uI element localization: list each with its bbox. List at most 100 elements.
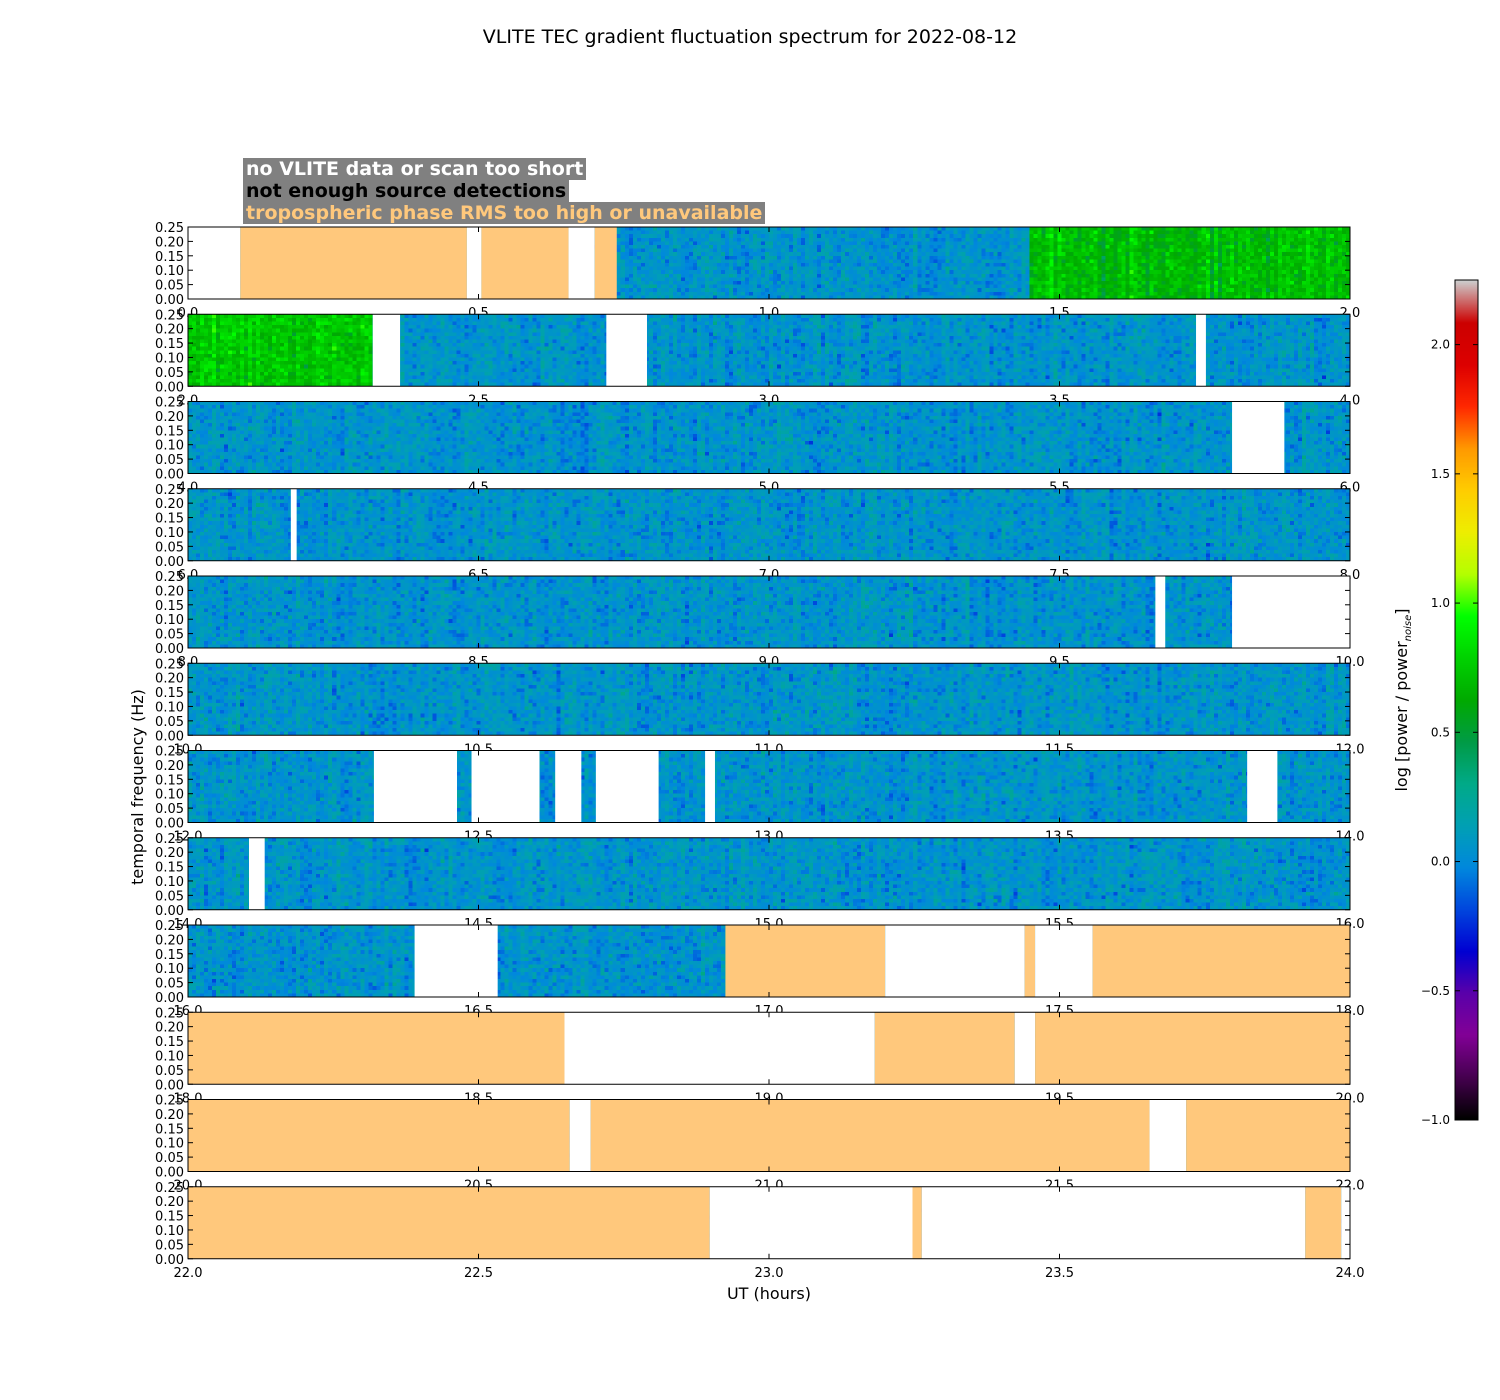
y-tick-label: 0.10 — [155, 1137, 184, 1152]
y-tick-label: 0.20 — [155, 1021, 184, 1036]
y-tick-label: 0.10 — [155, 613, 184, 628]
masked-interval-no-data — [606, 314, 647, 387]
panel-3: 0.000.050.100.150.200.256.0 6.5 7.0 7.5 8.0 — [155, 483, 1360, 583]
colorbar-tick-label: −0.5 — [1421, 984, 1450, 998]
masked-interval-no-data — [188, 227, 241, 299]
y-tick-label: 0.10 — [155, 1049, 184, 1064]
colorbar-tick-label: 0.0 — [1431, 855, 1450, 869]
masked-interval-tropo — [1024, 925, 1036, 997]
colorbar-label-subscript: noise — [1403, 615, 1414, 642]
masked-interval-no-data — [1232, 401, 1285, 474]
x-tick-label: 22.5 — [464, 1266, 493, 1281]
legend-entry-few-detections: not enough source detections — [243, 180, 570, 202]
y-tick-label: 0.05 — [155, 540, 184, 555]
y-tick-label: 0.05 — [155, 366, 184, 381]
y-tick-label: 0.20 — [155, 672, 184, 687]
masked-interval-tropo — [1305, 1186, 1342, 1259]
masked-interval-no-data — [471, 750, 540, 823]
y-tick-label: 0.15 — [155, 1210, 184, 1225]
panels-group: 0.000.050.100.150.200.250.0 0.5 1.0 1.5 2.00… — [155, 221, 1364, 1281]
colorbar: −1.0 −0.5 0.0 0.5 1.0 1.5 2.0 — [1421, 279, 1479, 1127]
masked-interval-tropo — [594, 227, 617, 299]
y-tick-label: 0.15 — [155, 250, 184, 265]
masked-interval-no-data — [372, 314, 401, 387]
masked-interval-no-data — [1196, 314, 1206, 387]
masked-interval-tropo — [240, 227, 467, 299]
legend-entry-tropo: tropospheric phase RMS too high or unava… — [243, 202, 766, 224]
y-tick-label: 0.10 — [155, 1224, 184, 1239]
y-tick-label: 0.00 — [155, 991, 184, 1006]
panel-heatmap — [188, 750, 1350, 823]
y-tick-label: 0.05 — [155, 279, 184, 294]
y-tick-label: 0.25 — [155, 832, 184, 847]
panel-heatmap — [188, 488, 1350, 561]
panel-1: 0.000.050.100.150.200.252.0 2.5 3.0 3.5 4.0 — [155, 308, 1360, 408]
masked-interval-no-data — [466, 227, 482, 299]
y-tick-label: 0.00 — [155, 380, 184, 395]
y-tick-label: 0.10 — [155, 351, 184, 366]
masked-interval-tropo — [481, 227, 569, 299]
chart-title: VLITE TEC gradient fluctuation spectrum … — [483, 26, 1017, 48]
y-tick-label: 0.05 — [155, 889, 184, 904]
y-tick-label: 0.20 — [155, 1195, 184, 1210]
masked-interval-no-data — [555, 750, 582, 823]
y-tick-label: 0.15 — [155, 948, 184, 963]
colorbar-tick-label: 0.5 — [1431, 725, 1450, 739]
masked-interval-tropo — [1186, 1099, 1350, 1172]
masked-interval-no-data — [595, 750, 659, 823]
masked-interval-no-data — [1247, 750, 1278, 823]
y-tick-label: 0.00 — [155, 1078, 184, 1093]
y-tick-label: 0.05 — [155, 453, 184, 468]
y-tick-label: 0.10 — [155, 875, 184, 890]
masked-interval-no-data — [569, 1099, 591, 1172]
masked-interval-no-data — [1149, 1099, 1187, 1172]
y-tick-label: 0.15 — [155, 337, 184, 352]
y-tick-label: 0.15 — [155, 1122, 184, 1137]
panel-heatmap — [188, 314, 1350, 387]
legend-entry-no-data: no VLITE data or scan too short — [243, 158, 587, 180]
y-tick-label: 0.25 — [155, 745, 184, 760]
y-tick-label: 0.15 — [155, 512, 184, 527]
y-tick-label: 0.25 — [155, 308, 184, 323]
y-tick-label: 0.20 — [155, 235, 184, 250]
panel-2: 0.000.050.100.150.200.254.0 4.5 5.0 5.5 6.0 — [155, 396, 1360, 496]
y-tick-label: 0.25 — [155, 657, 184, 672]
masked-interval-no-data — [1014, 1012, 1036, 1085]
y-tick-label: 0.00 — [155, 642, 184, 657]
x-tick-label: 22.0 — [174, 1266, 203, 1281]
masked-interval-no-data — [414, 925, 498, 997]
y-tick-label: 0.25 — [155, 483, 184, 498]
y-tick-label: 0.20 — [155, 410, 184, 425]
masked-interval-tropo — [1092, 925, 1350, 997]
y-tick-label: 0.00 — [155, 293, 184, 308]
y-tick-label: 0.15 — [155, 861, 184, 876]
y-tick-label: 0.25 — [155, 396, 184, 411]
masked-interval-tropo — [725, 925, 886, 997]
masked-interval-tropo — [874, 1012, 1015, 1085]
y-tick-label: 0.25 — [155, 1006, 184, 1021]
y-tick-label: 0.05 — [155, 628, 184, 643]
x-axis-label: UT (hours) — [727, 1284, 811, 1303]
y-tick-label: 0.10 — [155, 788, 184, 803]
y-axis-label: temporal frequency (Hz) — [128, 689, 147, 885]
colorbar-tick-label: 1.0 — [1431, 596, 1450, 610]
y-tick-label: 0.10 — [155, 264, 184, 279]
y-tick-label: 0.00 — [155, 555, 184, 570]
y-tick-label: 0.05 — [155, 977, 184, 992]
x-tick-label: 23.5 — [1045, 1266, 1074, 1281]
masked-interval-no-data — [564, 1012, 875, 1085]
panel-heatmap — [188, 837, 1350, 910]
masked-interval-no-data — [249, 837, 265, 910]
colorbar-label: log [power / powernoise] — [1392, 608, 1414, 791]
y-tick-label: 0.00 — [155, 729, 184, 744]
masked-interval-no-data — [290, 488, 297, 561]
y-tick-label: 0.25 — [155, 1181, 184, 1196]
y-tick-label: 0.05 — [155, 1064, 184, 1079]
y-tick-label: 0.25 — [155, 221, 184, 236]
y-tick-label: 0.00 — [155, 1253, 184, 1268]
y-tick-label: 0.00 — [155, 1166, 184, 1181]
colorbar-tick-label: 1.5 — [1431, 467, 1450, 481]
y-tick-label: 0.05 — [155, 802, 184, 817]
